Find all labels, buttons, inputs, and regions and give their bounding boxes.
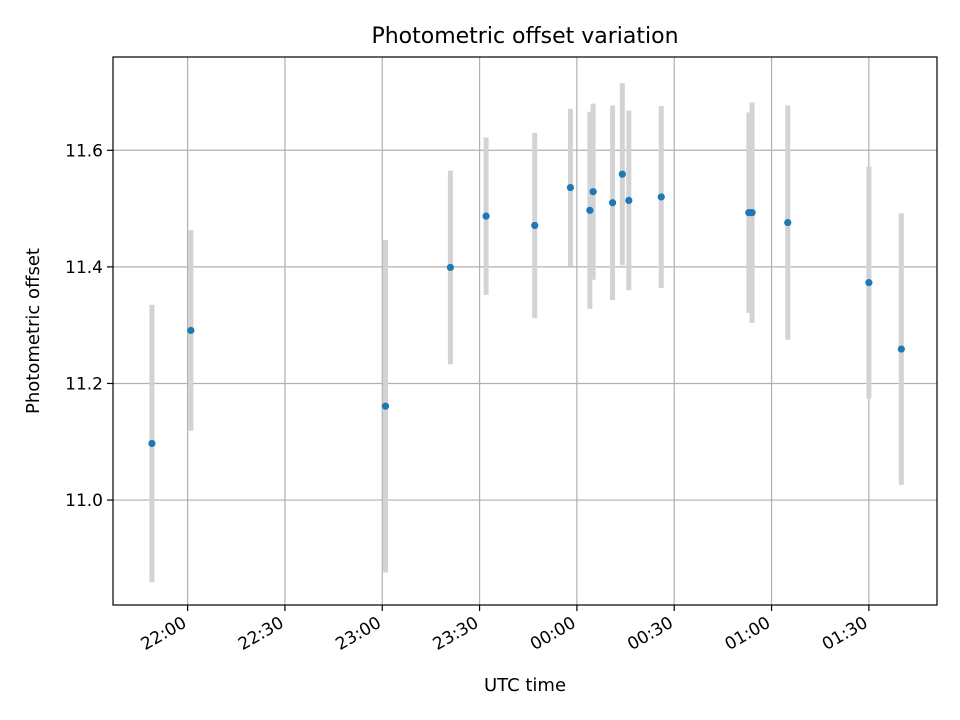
data-point bbox=[657, 193, 665, 201]
data-point bbox=[748, 209, 756, 217]
plot-frame bbox=[112, 56, 938, 606]
data-point bbox=[187, 326, 195, 335]
y-tick-label: 11.0 bbox=[65, 491, 103, 511]
x-axis-label: UTC time bbox=[484, 675, 566, 696]
y-tick-label: 11.4 bbox=[65, 258, 103, 278]
y-tick-label: 11.2 bbox=[65, 374, 103, 394]
data-point bbox=[482, 212, 490, 220]
data-point bbox=[784, 218, 792, 227]
data-point bbox=[446, 263, 454, 272]
grid bbox=[113, 57, 937, 605]
data-point bbox=[381, 402, 390, 410]
y-tick-label: 11.6 bbox=[65, 141, 103, 161]
data-point bbox=[566, 183, 575, 192]
data-point bbox=[586, 206, 594, 214]
data-point bbox=[608, 199, 617, 207]
data-point bbox=[618, 170, 626, 178]
chart-title: Photometric offset variation bbox=[371, 24, 678, 49]
data-point bbox=[148, 439, 156, 448]
data-point bbox=[865, 279, 873, 287]
y-axis-label: Photometric offset bbox=[23, 248, 44, 414]
data-point bbox=[531, 221, 539, 230]
data-point bbox=[625, 196, 633, 205]
data-point bbox=[589, 188, 597, 196]
data-point bbox=[897, 345, 905, 353]
data-points bbox=[148, 170, 905, 448]
